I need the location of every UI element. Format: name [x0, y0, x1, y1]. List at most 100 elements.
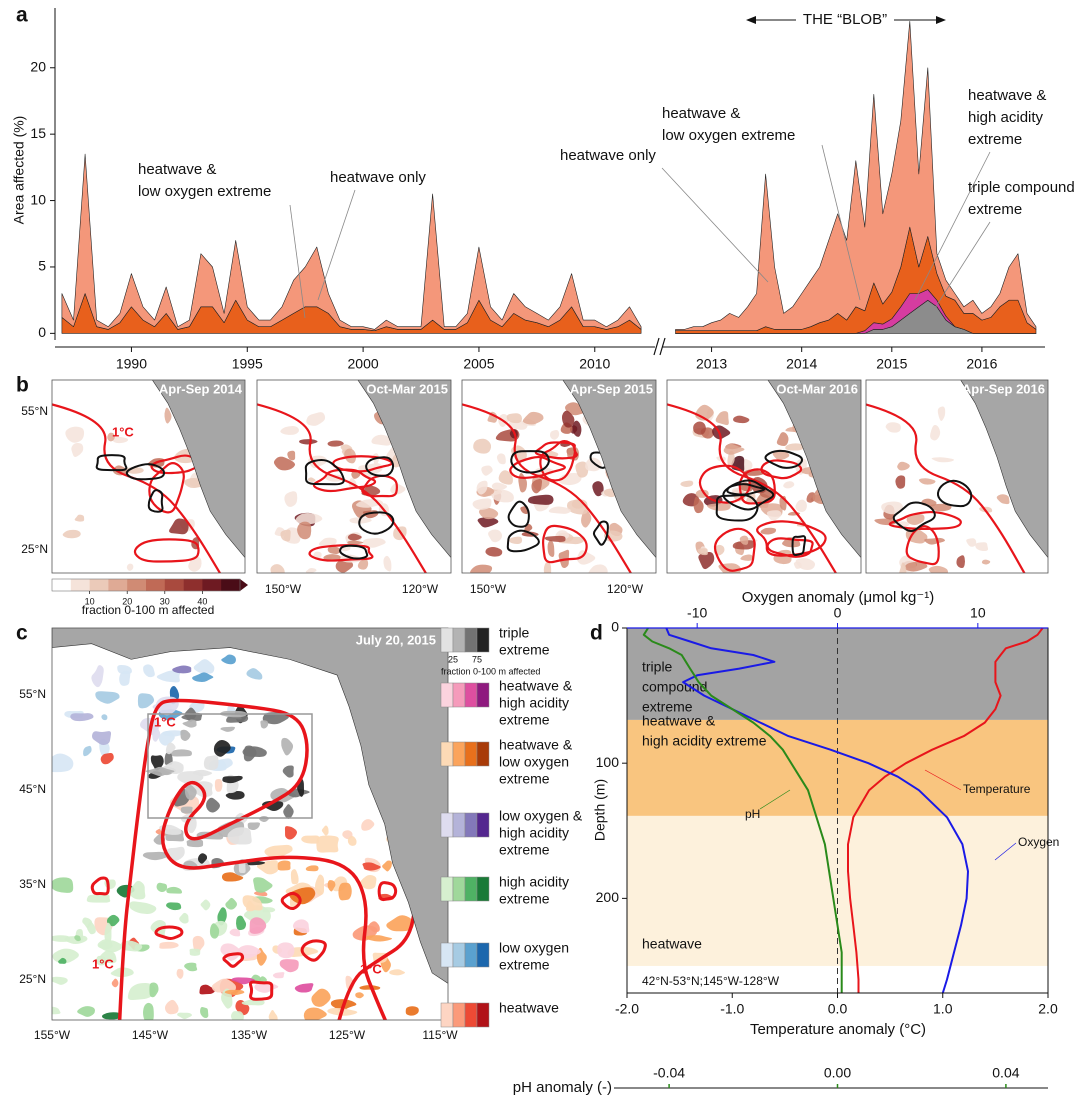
lat-label: 25°N — [19, 972, 46, 986]
colorbar-swatch — [90, 579, 109, 591]
x-tick-label: 2014 — [786, 356, 817, 372]
legend-swatch — [453, 1003, 465, 1027]
legend-swatch — [453, 813, 465, 837]
x2-tick-label: -10 — [687, 605, 707, 621]
y-tick-label: 100 — [596, 754, 620, 770]
extreme-patch — [87, 894, 110, 902]
x-tick-label: 2005 — [463, 356, 494, 372]
y-tick-label: 0 — [611, 619, 619, 635]
annotation: extreme — [968, 131, 1022, 148]
legend-swatch — [441, 628, 453, 652]
annotation: heatwave & — [662, 105, 740, 122]
legend-label: low oxygen — [499, 754, 569, 770]
annotation: heatwave & — [138, 161, 216, 178]
colorbar-swatch — [52, 579, 71, 591]
series-label: Oxygen — [1018, 835, 1059, 849]
legend-label: high acidity — [499, 825, 569, 841]
lon-label: 120°W — [402, 582, 439, 596]
legend-swatch — [477, 742, 489, 766]
x-tick-label: 2016 — [966, 356, 997, 372]
y-tick-label: 15 — [30, 125, 46, 141]
x-axis-title: Temperature anomaly (°C) — [750, 1021, 926, 1038]
leader-line — [935, 222, 990, 308]
lon-label: 145°W — [132, 1028, 169, 1042]
legend-label: high acidity — [499, 695, 569, 711]
extreme-patch — [215, 779, 223, 792]
x-tick-label: 1995 — [232, 356, 263, 372]
legend-swatch — [465, 877, 477, 901]
contour-label: 1°C — [92, 956, 114, 971]
legend-label: extreme — [499, 957, 550, 973]
extreme-patch — [143, 1003, 154, 1024]
legend-swatch — [453, 943, 465, 967]
series-label: pH — [745, 807, 760, 821]
x2-tick-label: 0 — [834, 605, 842, 621]
lat-label: 25°N — [21, 542, 48, 556]
legend-swatch — [441, 1003, 453, 1027]
legend-label: extreme — [499, 771, 550, 787]
annotation: high acidity — [968, 109, 1044, 126]
x-tick-label: -2.0 — [615, 1001, 639, 1017]
legend-tick-label: 25 — [448, 654, 458, 664]
legend-swatch — [465, 683, 477, 707]
y-axis-title: Depth (m) — [592, 779, 608, 841]
annotation: extreme — [968, 201, 1022, 218]
legend-swatch — [453, 742, 465, 766]
map-panel — [47, 370, 255, 582]
lon-label: 150°W — [470, 582, 507, 596]
legend-swatch — [441, 877, 453, 901]
map-period: Apr-Sep 2016 — [962, 381, 1045, 396]
lon-label: 135°W — [231, 1028, 268, 1042]
x-tick-label: 2013 — [696, 356, 727, 372]
y-axis-title: Area affected (%) — [11, 116, 27, 225]
colorbar-swatch — [127, 579, 146, 591]
legend-swatch — [465, 742, 477, 766]
legend-label: low oxygen & — [499, 808, 583, 824]
x-tick-label: 2.0 — [1038, 1001, 1058, 1017]
legend-swatch — [477, 1003, 489, 1027]
legend-swatch — [465, 813, 477, 837]
contour-label: 1°C — [360, 961, 382, 976]
y-tick-label: 0 — [38, 324, 46, 340]
annotation: low oxygen extreme — [662, 127, 795, 144]
extreme-patch — [204, 755, 219, 770]
y-tick-label: 5 — [38, 258, 46, 274]
legend-label: extreme — [499, 842, 550, 858]
legend-swatch — [441, 813, 453, 837]
contour-label: 1°C — [112, 424, 134, 439]
x2-tick-label: 10 — [970, 605, 986, 621]
colorbar-swatch — [202, 579, 221, 591]
x3-tick-label: 0.00 — [824, 1065, 851, 1081]
lat-label: 55°N — [21, 404, 48, 418]
legend-swatch — [441, 943, 453, 967]
map-panel — [252, 370, 461, 582]
annotation: triple compound — [968, 179, 1075, 196]
legend-swatch — [477, 877, 489, 901]
page: { "panel_labels": ["a", "b", "c", "d"], … — [0, 0, 1092, 1105]
colorbar-title: fraction 0-100 m affected — [82, 603, 215, 617]
y-tick-label: 20 — [30, 58, 46, 74]
x3-tick-label: 0.04 — [992, 1065, 1019, 1081]
x-tick-label: -1.0 — [720, 1001, 744, 1017]
legend-swatch — [441, 742, 453, 766]
legend-label: heatwave & — [499, 737, 573, 753]
legend-swatch — [477, 683, 489, 707]
figure: abcd05101520Area affected (%)19901995200… — [0, 0, 1092, 1105]
lat-label: 45°N — [19, 782, 46, 796]
panel-letter: b — [16, 374, 29, 397]
legend-swatch — [465, 943, 477, 967]
legend-swatch — [465, 1003, 477, 1027]
x-tick-label: 2010 — [579, 356, 610, 372]
x2-axis-title: Oxygen anomaly (μmol kg⁻¹) — [742, 589, 934, 606]
colorbar-swatch — [71, 579, 90, 591]
region-label: 42°N-53°N;145°W-128°W — [642, 974, 780, 988]
map-period: Oct-Mar 2016 — [776, 381, 858, 396]
colorbar-arrow — [240, 579, 248, 591]
lon-label: 115°W — [422, 1028, 458, 1042]
legend-label: high acidity — [499, 874, 569, 890]
lat-label: 55°N — [19, 687, 46, 701]
legend-swatch — [441, 683, 453, 707]
colorbar-swatch — [184, 579, 203, 591]
extreme-patch — [338, 883, 351, 901]
map-panel — [662, 370, 871, 582]
